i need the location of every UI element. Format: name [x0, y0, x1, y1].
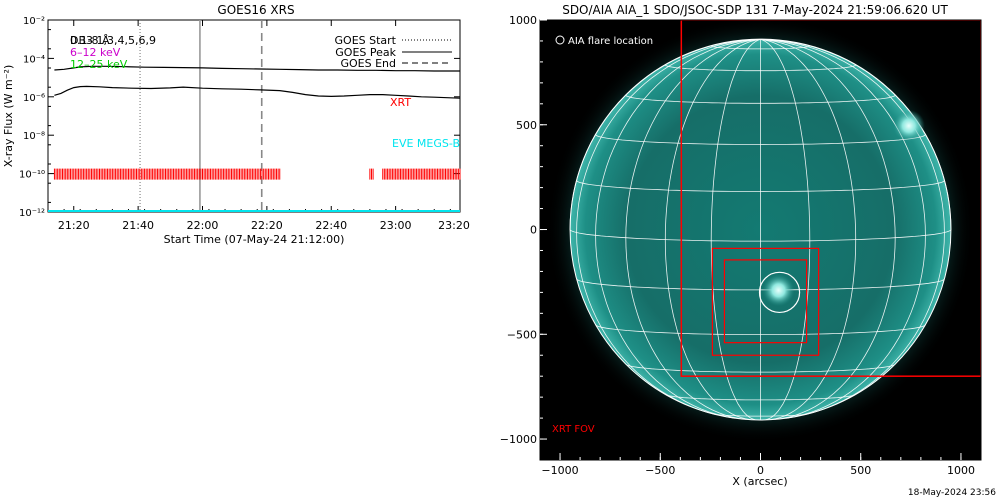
eve-series-label: EVE MEGS-B [392, 137, 460, 150]
longitude-line [760, 39, 926, 419]
goes-series-group [48, 65, 461, 212]
aia-y-tick-label: −500 [507, 328, 537, 341]
aia-y-tick-label: 0 [530, 224, 537, 237]
aia-axis-ticks: −1000 −500 0 500 1000 −1000 −500 0 500 1000 [500, 14, 975, 477]
goes-x-tick-label: 21:20 [58, 219, 90, 232]
longitude-line [760, 39, 952, 230]
heliographic-grid [569, 38, 952, 421]
goes-x-tick-label: 22:20 [251, 219, 283, 232]
goes-x-axis-label: Start Time (07-May-24 21:12:00) [164, 233, 345, 246]
aia-y-tick-label: 500 [516, 119, 537, 132]
goes-series-line-1 [54, 85, 461, 99]
longitude-line [760, 39, 811, 421]
aia-x-tick-label: 500 [850, 464, 871, 477]
aia-x-tick-label: 1000 [947, 464, 975, 477]
goes-chart-title: GOES16 XRS [217, 3, 294, 17]
legend-goes-end: GOES End [340, 57, 396, 70]
goes-y-tick-label: 10⁻⁴ [23, 54, 45, 65]
aia-y-tick-label: −1000 [500, 433, 537, 446]
aia-image-panel: SDO/AIA AIA_1 SDO/JSOC-SDP 131 7-May-202… [500, 3, 996, 498]
flare-legend-label: AIA flare location [568, 36, 653, 47]
goes-channel-label: 0.1-8 Å [70, 34, 110, 47]
goes-x-tick-label: 22:40 [315, 219, 347, 232]
legend-goes-peak: GOES Peak [335, 46, 396, 59]
goes-event-markers [139, 20, 263, 212]
legend-goes-start: GOES Start [335, 34, 397, 47]
aia-title: SDO/AIA AIA_1 SDO/JSOC-SDP 131 7-May-202… [562, 3, 948, 17]
goes-y-tick-label: 10⁻⁸ [23, 131, 45, 142]
bright-region-1 [762, 274, 795, 307]
goes-xrs-panel: GOES16 XRS 21:20 21:40 22:00 22:20 22:40 23:0… [2, 3, 470, 246]
aia-x-tick-label: 0 [757, 464, 764, 477]
goes-x-tick-label: 22:00 [187, 219, 219, 232]
flare-legend-icon [555, 35, 565, 45]
aia-x-axis-label: X (arcsec) [732, 475, 787, 488]
goes-y-tick-label: 10⁻¹⁰ [19, 170, 45, 181]
goes-series-line-0 [54, 65, 460, 72]
flare-location-circle [758, 271, 801, 314]
goes-y-tick-label: 10⁻⁶ [23, 93, 45, 104]
longitude-line [760, 39, 945, 415]
goes-y-axis-label: X-ray Flux (W m⁻²) [2, 65, 15, 167]
aia-x-tick-label: −500 [645, 464, 675, 477]
longitude-line [760, 39, 896, 420]
xrt-coverage-bars [53, 168, 461, 180]
bright-region-0 [892, 109, 925, 142]
longitude-line [760, 39, 857, 420]
xrt-series-label: XRT [390, 96, 411, 109]
goes-y-tick-label: 10⁻¹² [19, 208, 45, 219]
xrt-fov-label: XRT FOV [552, 424, 595, 435]
xrt-pointing-box-1 [723, 259, 808, 344]
longitude-line [710, 39, 761, 421]
goes-overlap-label: DB3 1,3,4,5,6,9 [70, 34, 156, 47]
longitude-line [576, 39, 761, 415]
plot-timestamp: 18-May-2024 23:56 [908, 488, 996, 498]
xrt-pointing-box-0 [711, 247, 820, 356]
longitude-line [625, 39, 761, 420]
aia-y-tick-label: 1000 [509, 14, 537, 27]
legend-12-25-kev: 12–25 keV [70, 58, 128, 71]
bright-regions [762, 109, 925, 307]
goes-y-tick-label: 10⁻² [23, 16, 45, 27]
longitude-line [569, 39, 761, 230]
goes-x-tick-label: 21:40 [122, 219, 154, 232]
goes-x-tick-label: 23:00 [380, 219, 412, 232]
aia-x-tick-label: −1000 [541, 464, 578, 477]
longitude-line [664, 39, 761, 420]
goes-x-tick-label: 23:20 [438, 219, 470, 232]
legend-6-12-kev: 6–12 keV [70, 46, 121, 59]
